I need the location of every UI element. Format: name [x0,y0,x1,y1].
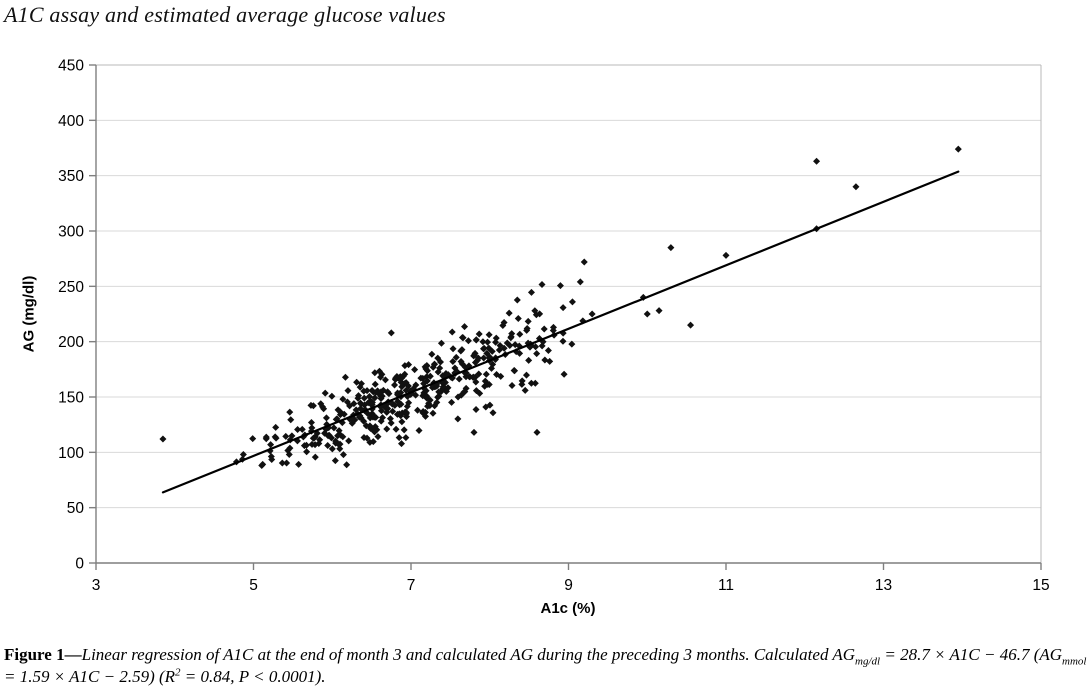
superscript-2: 2 [175,665,181,678]
subscript-mgdl: mg/dl [855,655,881,668]
gridlines [96,64,1042,563]
figure-caption-text: = 1.59 × A1C − 2.59) (R [4,666,176,686]
figure-caption: Figure 1—Linear regression of A1C at the… [4,644,1088,687]
subscript-mmol: mmol [1062,655,1087,668]
figure-caption-dash: — [64,645,82,664]
figure-title: A1C assay and estimated average glucose … [4,2,446,27]
svg-text:100: 100 [58,445,84,462]
figure-caption-label: Figure 1 [4,645,65,664]
tick-labels: 0 50 100 150 200 250 300 350 400 450 3 5 7 9 11 13 15 [58,58,1050,595]
svg-text:350: 350 [58,168,84,185]
svg-text:5: 5 [249,577,258,594]
svg-text:9: 9 [564,577,573,594]
scatter-chart: 0 50 100 150 200 250 300 350 400 450 3 5 7 9 11 13 15 [58,58,1050,595]
svg-text:200: 200 [58,334,84,351]
axes [89,64,1042,570]
svg-text:300: 300 [58,224,84,241]
svg-text:250: 250 [58,279,84,296]
svg-text:150: 150 [58,390,84,407]
regression-line [161,170,960,494]
y-axis-label: AG (mg/dl) [20,275,38,353]
figure-caption-text: Linear regression of A1C at the end of m… [81,645,856,664]
svg-text:400: 400 [58,113,84,130]
svg-text:50: 50 [67,500,85,517]
figure-caption-text: = 0.84, P < 0.0001). [180,666,326,686]
svg-text:450: 450 [58,58,84,75]
svg-text:13: 13 [875,577,892,594]
data-points [159,145,962,470]
svg-text:0: 0 [75,556,84,573]
svg-text:3: 3 [92,577,101,594]
svg-text:7: 7 [407,577,416,594]
svg-text:15: 15 [1032,577,1049,594]
figure-caption-text: = 28.7 × A1C − 46.7 (AG [880,645,1063,664]
x-axis-label: A1c (%) [540,600,596,617]
svg-text:11: 11 [718,577,734,594]
